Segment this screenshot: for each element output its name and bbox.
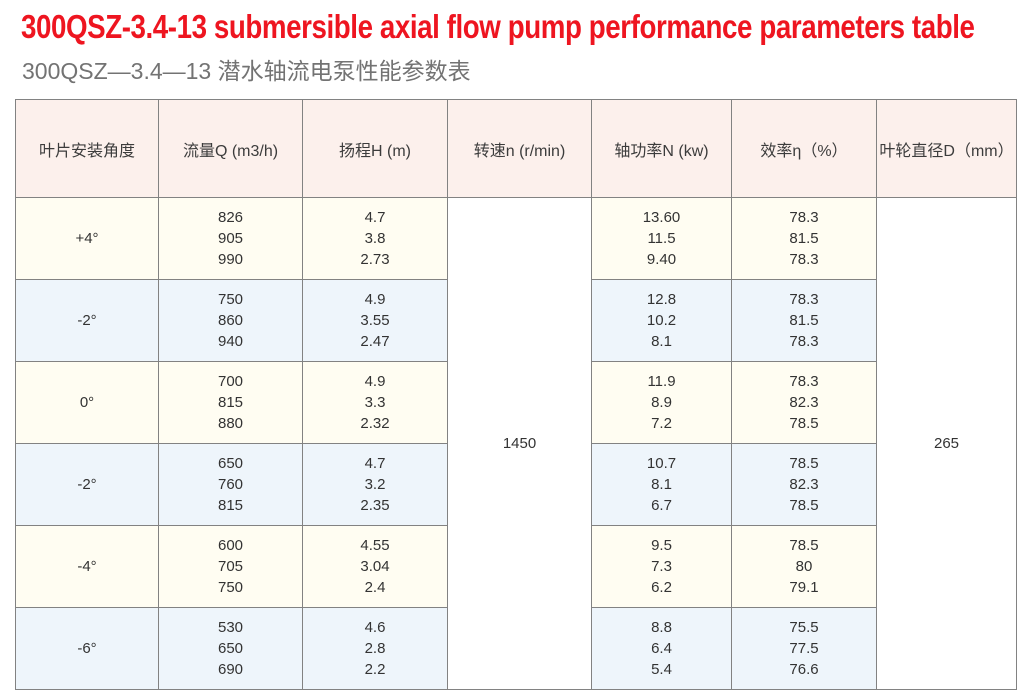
efficiency-cell: 75.5 77.5 76.6 [731,607,877,690]
col-header-efficiency: 效率η（%） [731,99,877,198]
head-cell: 4.9 3.3 2.32 [302,361,448,444]
speed-cell: 1450 [447,197,592,690]
performance-table: 叶片安装角度 流量Q (m3/h) 扬程H (m) 转速n (r/min) 轴功… [15,99,1017,690]
page-title: 300QSZ-3.4-13 submersible axial flow pum… [21,8,975,45]
efficiency-cell: 78.5 80 79.1 [731,525,877,608]
col-header-diameter: 叶轮直径D（mm） [876,99,1017,198]
col-header-blade-angle: 叶片安装角度 [15,99,159,198]
angle-cell: -2° [15,279,159,362]
col-header-flow: 流量Q (m3/h) [158,99,303,198]
angle-cell: -4° [15,525,159,608]
power-cell: 13.60 11.5 9.40 [591,197,732,280]
table-row: -2° 650 760 815 4.7 3.2 2.35 10.7 8.1 6.… [15,443,1017,526]
efficiency-cell: 78.3 81.5 78.3 [731,279,877,362]
head-cell: 4.9 3.55 2.47 [302,279,448,362]
power-cell: 8.8 6.4 5.4 [591,607,732,690]
efficiency-cell: 78.3 81.5 78.3 [731,197,877,280]
head-cell: 4.6 2.8 2.2 [302,607,448,690]
angle-cell: -6° [15,607,159,690]
power-cell: 10.7 8.1 6.7 [591,443,732,526]
power-cell: 9.5 7.3 6.2 [591,525,732,608]
col-header-power: 轴功率N (kw) [591,99,732,198]
head-cell: 4.7 3.2 2.35 [302,443,448,526]
col-header-head: 扬程H (m) [302,99,448,198]
flow-cell: 750 860 940 [158,279,303,362]
angle-cell: 0° [15,361,159,444]
power-cell: 11.9 8.9 7.2 [591,361,732,444]
power-cell: 12.8 10.2 8.1 [591,279,732,362]
page-subtitle: 300QSZ—3.4—13 潜水轴流电泵性能参数表 [22,58,471,84]
table-row: -2° 750 860 940 4.9 3.55 2.47 12.8 10.2 … [15,279,1017,362]
header-row: 叶片安装角度 流量Q (m3/h) 扬程H (m) 转速n (r/min) 轴功… [15,99,1017,198]
flow-cell: 650 760 815 [158,443,303,526]
flow-cell: 530 650 690 [158,607,303,690]
table-row: 0° 700 815 880 4.9 3.3 2.32 11.9 8.9 7.2… [15,361,1017,444]
head-cell: 4.55 3.04 2.4 [302,525,448,608]
table-row: +4° 826 905 990 4.7 3.8 2.73 1450 13.60 … [15,197,1017,690]
diameter-cell: 265 [876,197,1017,690]
head-cell: 4.7 3.8 2.73 [302,197,448,280]
flow-cell: 600 705 750 [158,525,303,608]
flow-cell: 700 815 880 [158,361,303,444]
flow-cell: 826 905 990 [158,197,303,280]
table-row: -4° 600 705 750 4.55 3.04 2.4 9.5 7.3 6.… [15,525,1017,608]
efficiency-cell: 78.3 82.3 78.5 [731,361,877,444]
col-header-speed: 转速n (r/min) [447,99,592,198]
table-row: -6° 530 650 690 4.6 2.8 2.2 8.8 6.4 5.4 … [15,607,1017,690]
efficiency-cell: 78.5 82.3 78.5 [731,443,877,526]
angle-cell: +4° [15,197,159,280]
angle-cell: -2° [15,443,159,526]
